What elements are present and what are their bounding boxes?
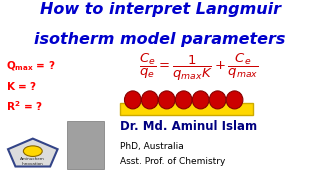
Polygon shape: [8, 139, 58, 166]
Bar: [120, 103, 253, 115]
Ellipse shape: [23, 146, 42, 156]
Ellipse shape: [209, 91, 226, 109]
Bar: [67, 121, 104, 169]
Text: $\mathbf{R^2}$ = ?: $\mathbf{R^2}$ = ?: [6, 99, 43, 113]
Text: $\mathbf{Q_{max}}$ = ?: $\mathbf{Q_{max}}$ = ?: [6, 60, 56, 73]
Ellipse shape: [124, 91, 141, 109]
Ellipse shape: [192, 91, 209, 109]
Ellipse shape: [226, 91, 243, 109]
Ellipse shape: [175, 91, 192, 109]
Text: isotherm model parameters: isotherm model parameters: [34, 32, 286, 47]
Text: $\dfrac{C_e}{q_e} = \dfrac{1}{q_{max}K} + \dfrac{C_e}{q_{max}}$: $\dfrac{C_e}{q_e} = \dfrac{1}{q_{max}K} …: [139, 52, 258, 83]
Text: PhD, Australia: PhD, Australia: [120, 142, 184, 151]
Text: Dr. Md. Aminul Islam: Dr. Md. Aminul Islam: [120, 120, 257, 133]
Text: How to interpret Langmuir: How to interpret Langmuir: [39, 2, 281, 17]
Ellipse shape: [141, 91, 158, 109]
Text: Asst. Prof. of Chemistry: Asst. Prof. of Chemistry: [120, 157, 225, 166]
Text: Aminuchem
Innovation: Aminuchem Innovation: [20, 157, 45, 166]
Text: $\mathbf{K}$ = ?: $\mathbf{K}$ = ?: [6, 80, 38, 92]
Ellipse shape: [158, 91, 175, 109]
